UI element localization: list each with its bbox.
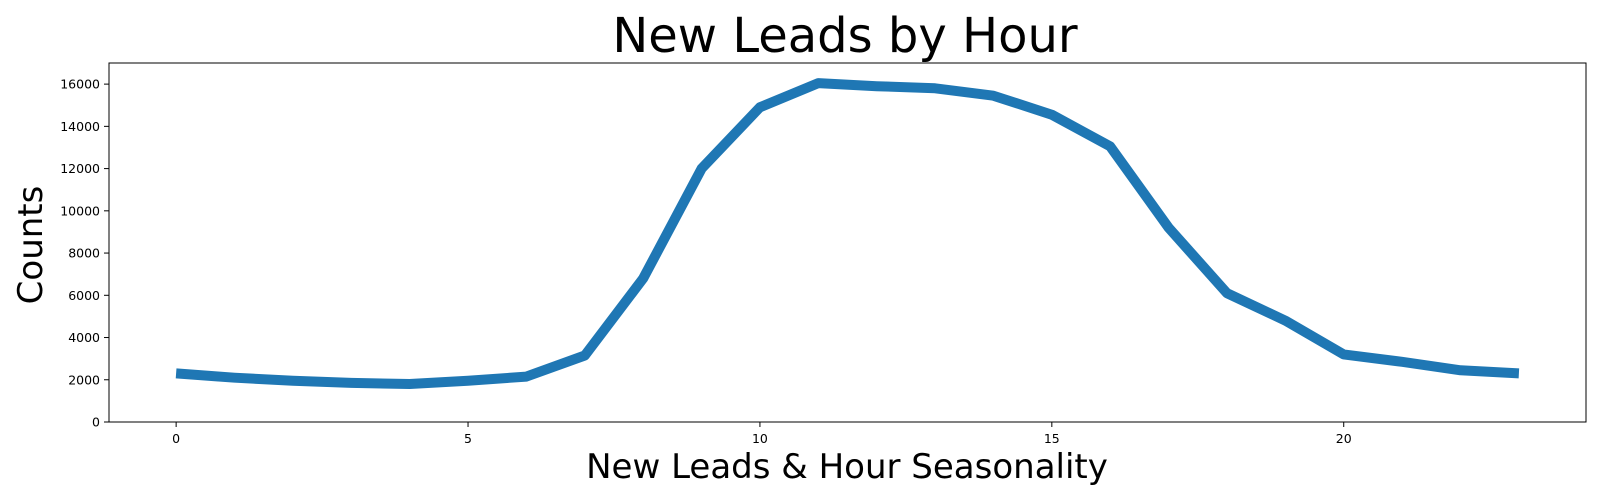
y-tick-label: 8000 [68,246,100,261]
x-tick-label: 10 [752,431,768,446]
y-tick-label: 4000 [68,330,100,345]
y-tick-label: 0 [92,415,100,430]
series-line [176,83,1519,384]
y-tick-label: 14000 [60,119,100,134]
y-axis: 0 2000 4000 6000 8000 10000 12000 14000 16000 [60,77,109,430]
y-axis-label: Counts [11,186,51,305]
series-layer [176,83,1519,384]
x-tick-label: 5 [464,431,472,446]
y-tick-label: 12000 [60,161,100,176]
x-axis: 0 5 10 15 20 [172,422,1352,446]
y-tick-label: 2000 [68,372,100,387]
x-tick-label: 15 [1044,431,1060,446]
y-tick-label: 10000 [60,203,100,218]
y-tick-label: 16000 [60,77,100,92]
x-tick-label: 0 [172,431,180,446]
plot-area-frame [109,63,1586,422]
chart-title: New Leads by Hour [612,8,1078,64]
x-axis-label: New Leads & Hour Seasonality [586,447,1108,487]
y-tick-label: 6000 [68,288,100,303]
x-tick-label: 20 [1336,431,1352,446]
